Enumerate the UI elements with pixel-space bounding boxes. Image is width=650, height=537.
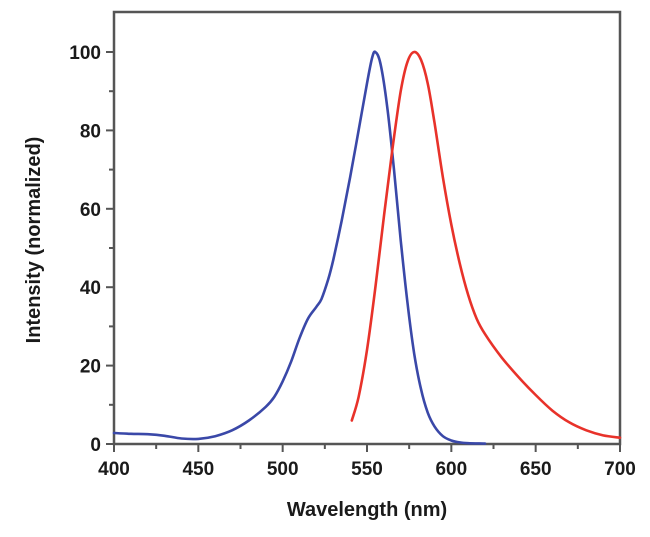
x-tick-label: 550 (351, 459, 383, 480)
series-line-absorption (112, 50, 487, 445)
y-tick-label: 20 (80, 357, 101, 378)
y-axis: 0 20 40 60 80 100 (69, 43, 114, 456)
x-axis-title: Wavelength (nm) (287, 499, 447, 521)
y-tick-label: 40 (80, 278, 101, 299)
x-tick-label: 700 (604, 459, 636, 480)
x-tick-label: 500 (267, 459, 299, 480)
x-tick-label: 600 (435, 459, 467, 480)
x-tick-label: 400 (98, 459, 130, 480)
y-tick-label: 100 (69, 43, 101, 64)
y-axis-title: Intensity (normalized) (23, 137, 45, 344)
x-tick-label: 650 (520, 459, 552, 480)
y-tick-label: 80 (80, 121, 101, 142)
x-axis: 400 450 500 550 600 650 700 (98, 444, 636, 480)
x-tick-label: 450 (182, 459, 214, 480)
series-line-emission (350, 50, 622, 439)
series-layer (112, 50, 622, 445)
y-tick-label: 60 (80, 200, 101, 221)
y-tick-label: 0 (90, 435, 101, 456)
